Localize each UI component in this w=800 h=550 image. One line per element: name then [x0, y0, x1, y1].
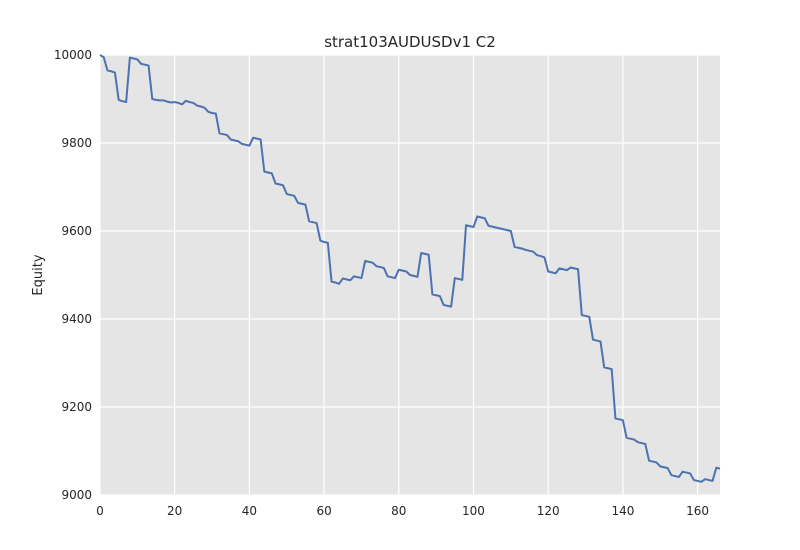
x-tick-label: 80 — [391, 504, 406, 518]
x-tick-label: 160 — [686, 504, 709, 518]
equity-series-line — [99, 54, 721, 483]
y-tick-label: 9800 — [61, 136, 92, 150]
y-axis-label: Equity — [31, 254, 46, 295]
y-tick-label: 9600 — [61, 224, 92, 238]
x-tick-label: 140 — [611, 504, 634, 518]
y-tick-label: 9400 — [61, 312, 92, 326]
x-tick-labels: 0 20 40 60 80 100 120 140 160 — [96, 504, 709, 518]
grid-lines — [99, 54, 720, 496]
x-tick-label: 100 — [462, 504, 485, 518]
x-tick-label: 20 — [167, 504, 182, 518]
x-tick-label: 120 — [537, 504, 560, 518]
y-tick-labels: 9000 9200 9400 9600 9800 10000 — [54, 48, 92, 502]
chart-title: strat103AUDUSDv1 C2 — [324, 33, 496, 51]
x-tick-label: 40 — [242, 504, 257, 518]
y-tick-label: 9200 — [61, 400, 92, 414]
y-tick-label: 10000 — [54, 48, 92, 62]
x-tick-label: 0 — [96, 504, 104, 518]
x-tick-label: 60 — [316, 504, 331, 518]
y-tick-label: 9000 — [61, 488, 92, 502]
